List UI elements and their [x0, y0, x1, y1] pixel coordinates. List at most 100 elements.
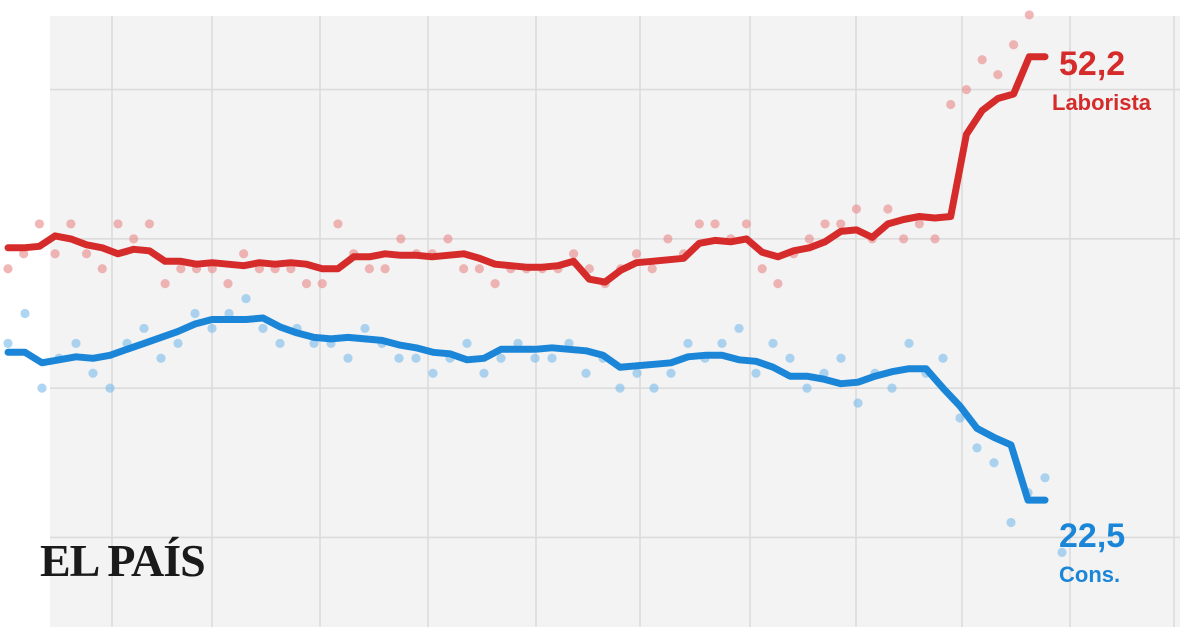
cons-poll-dot	[394, 353, 404, 363]
cons-poll-dot	[581, 368, 591, 378]
laborista-end-value: 52,2	[1059, 45, 1125, 83]
laborista-poll-dot	[1024, 10, 1034, 20]
laborista-poll-dot	[474, 264, 484, 274]
cons-poll-dot	[530, 353, 540, 363]
cons-poll-dot	[462, 338, 472, 348]
cons-poll-dot	[853, 398, 863, 408]
laborista-poll-dot	[160, 279, 170, 289]
cons-poll-dot	[258, 323, 268, 334]
laborista-name-label: Laborista	[1052, 90, 1152, 115]
laborista-poll-dot	[851, 204, 862, 214]
cons-poll-dot	[1040, 473, 1050, 483]
laborista-trend-line	[4, 53, 1049, 286]
cons-poll-dot	[955, 413, 965, 423]
cons-end-label: 22,5 Cons.	[1059, 517, 1125, 587]
cons-poll-dot	[1057, 547, 1067, 557]
cons-poll-dot	[139, 323, 149, 334]
laborista-poll-dot	[239, 249, 249, 259]
laborista-poll-dot	[50, 249, 60, 259]
laborista-poll-dot	[81, 249, 92, 259]
laborista-poll-dot	[113, 219, 123, 229]
laborista-end-label: 52,2 Laborista	[1052, 45, 1152, 115]
laborista-poll-dot	[569, 249, 579, 259]
cons-poll-dot	[224, 308, 234, 319]
cons-poll-dot	[802, 383, 812, 393]
cons-poll-dot	[360, 323, 370, 334]
cons-poll-dot	[190, 308, 200, 319]
laborista-poll-dot	[663, 234, 673, 244]
cons-poll-dot	[683, 338, 693, 348]
laborista-poll-dot	[993, 70, 1003, 80]
laborista-poll-dot	[694, 219, 704, 229]
cons-poll-dot	[989, 458, 999, 468]
cons-poll-dot	[88, 368, 98, 378]
cons-poll-dot	[428, 368, 438, 378]
cons-trend-line	[4, 314, 1049, 504]
laborista-poll-dot	[66, 219, 76, 229]
cons-poll-dot	[207, 323, 217, 334]
cons-poll-dot	[972, 443, 982, 453]
laborista-poll-dot	[820, 219, 830, 229]
el-pais-logo: EL PAÍS	[40, 535, 206, 586]
trend-lines	[4, 53, 1049, 504]
cons-poll-dot	[411, 353, 421, 363]
laborista-poll-dot	[741, 219, 752, 229]
laborista-poll-dot	[1008, 40, 1019, 50]
laborista-poll-dot	[898, 234, 909, 244]
laborista-poll-dot	[317, 279, 327, 289]
laborista-poll-dot	[3, 264, 13, 274]
laborista-poll-dot	[631, 249, 642, 259]
laborista-poll-dot	[930, 234, 940, 244]
cons-poll-dot	[105, 383, 115, 393]
laborista-poll-dot	[883, 204, 893, 214]
laborista-poll-dot	[176, 264, 186, 274]
laborista-poll-dot	[443, 234, 453, 244]
cons-poll-dot	[887, 383, 897, 393]
cons-poll-dot	[1006, 517, 1016, 528]
laborista-poll-dot	[34, 219, 45, 229]
cons-poll-dot	[71, 338, 81, 348]
cons-poll-dot	[785, 353, 795, 363]
laborista-poll-dot	[380, 264, 390, 274]
cons-poll-dot	[615, 383, 625, 393]
cons-poll-dot	[836, 353, 846, 363]
cons-poll-dot	[717, 338, 727, 348]
cons-poll-dot	[632, 368, 642, 378]
laborista-poll-dot	[584, 264, 594, 274]
poll-dots	[3, 10, 1067, 557]
cons-poll-dot	[173, 338, 183, 348]
laborista-poll-dot	[301, 279, 312, 289]
laborista-poll-dot	[97, 264, 107, 274]
cons-poll-dot	[241, 293, 251, 304]
cons-poll-dot	[666, 368, 676, 378]
cons-poll-dot	[904, 338, 914, 348]
laborista-poll-dot	[223, 279, 233, 289]
laborista-poll-dot	[836, 219, 846, 229]
laborista-poll-dot	[804, 234, 814, 244]
gridlines	[50, 16, 1180, 627]
cons-poll-dot	[20, 308, 30, 319]
laborista-poll-dot	[914, 219, 924, 229]
laborista-poll-dot	[757, 264, 767, 274]
cons-poll-dot	[649, 383, 659, 393]
laborista-poll-dot	[946, 99, 956, 110]
laborista-poll-dot	[333, 219, 343, 229]
laborista-poll-dot	[961, 84, 972, 95]
laborista-poll-dot	[396, 234, 406, 244]
cons-poll-dot	[275, 338, 285, 348]
laborista-poll-dot	[19, 249, 29, 259]
cons-poll-dot	[3, 338, 13, 348]
cons-poll-dot	[547, 353, 557, 363]
laborista-poll-dot	[129, 234, 139, 244]
laborista-poll-dot	[977, 55, 987, 65]
cons-poll-dot	[156, 353, 166, 363]
cons-poll-dot	[734, 323, 744, 334]
cons-name-label: Cons.	[1059, 562, 1120, 587]
cons-poll-dot	[513, 338, 523, 348]
laborista-poll-dot	[773, 279, 783, 289]
cons-poll-dot	[479, 368, 489, 378]
cons-poll-dot	[343, 353, 353, 363]
laborista-poll-dot	[647, 264, 657, 274]
cons-poll-dot	[768, 338, 778, 348]
